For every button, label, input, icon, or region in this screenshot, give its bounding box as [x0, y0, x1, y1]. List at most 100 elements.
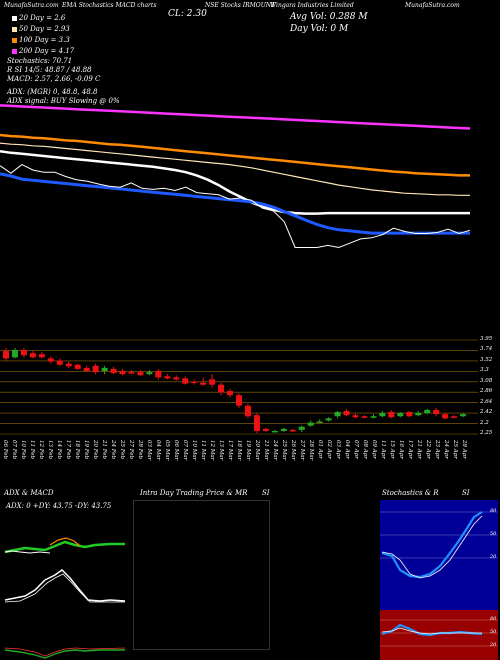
date-label: 24 Apr [443, 440, 449, 459]
ema-line-blue [0, 172, 470, 235]
candle-body [74, 364, 81, 369]
candle-body [262, 428, 269, 431]
header-mid2: NSE Stocks IRMOUNT [205, 2, 276, 9]
price-level-label: 3.3 [480, 367, 489, 374]
date-label: 24 Feb [110, 440, 116, 460]
date-label: 18 Mar [236, 440, 242, 461]
adx-readout: ADX: 0 +DY: 43.75 -DY: 43.75 [6, 502, 112, 510]
price-level-label: 3.08 [480, 377, 493, 384]
date-label: 09 Apr [371, 440, 377, 459]
date-label: 25 Feb [119, 440, 125, 460]
date-label: 26 Mar [290, 440, 296, 461]
candle-body [83, 367, 90, 372]
date-label: 03 Apr [335, 440, 341, 459]
legend-rsi: R SI 14/5: 48.87 / 48.88 [7, 66, 92, 74]
date-label: 10 Mar [191, 440, 197, 461]
legend-stochastics: Stochastics: 70.71 [7, 57, 73, 65]
candle-body [298, 426, 305, 430]
candle-body [325, 418, 332, 421]
intraday-panel-title-2: SI [262, 489, 270, 497]
header-left: MunafaSutra.com [4, 2, 59, 9]
header-right: Wingara Industries Limited [270, 2, 354, 9]
candle-body [433, 409, 440, 415]
date-label: 22 Apr [425, 440, 431, 459]
stoch-panel-title: Stochastics & R [382, 489, 439, 497]
legend-adx: ADX: (MGR) 0, 48.8, 48.8 [7, 88, 98, 96]
price-chart [0, 104, 478, 435]
candle-body [343, 410, 350, 416]
day-volume: Day Vol: 0 M [290, 24, 349, 34]
date-label: 11 Mar [200, 440, 206, 461]
date-label: 27 Mar [299, 440, 305, 461]
candle-body [65, 363, 72, 367]
price-level-label: 2.64 [480, 398, 493, 405]
candle-body [173, 377, 180, 380]
date-label: 17 Feb [65, 440, 71, 460]
date-label: 01 Apr [317, 440, 323, 459]
legend-ema100: 100 Day = 3.3 [12, 36, 70, 44]
date-label: 07 Mar [182, 440, 188, 461]
date-label: 17 Mar [227, 440, 233, 461]
candle-body [442, 414, 449, 419]
candle-body [370, 416, 377, 418]
candle-body [227, 390, 234, 396]
candle-body [56, 360, 63, 365]
legend-ema200: 200 Day = 4.17 [12, 47, 74, 55]
candle-body [209, 379, 216, 385]
date-label: 17 Apr [407, 440, 413, 459]
price-level-label: 2.42 [480, 409, 493, 416]
candle-body [137, 372, 144, 376]
date-label: 21 Mar [263, 440, 269, 461]
date-label: 27 Feb [128, 440, 134, 460]
legend-adx-signal: ADX signal: BUY Slowing @ 0% [7, 97, 120, 105]
price-level-label: 2.2 [480, 419, 489, 426]
stoch-panel-title-2: SI [462, 489, 470, 497]
candle-body [20, 349, 27, 356]
candle-body [424, 409, 431, 414]
candle-body [182, 378, 189, 384]
date-label: 15 Apr [389, 440, 395, 459]
date-label: 28 Feb [137, 440, 143, 460]
candle-body [280, 428, 287, 431]
date-label: 14 Feb [56, 440, 62, 460]
date-label: 04 Apr [344, 440, 350, 459]
date-label: 21 Apr [416, 440, 422, 459]
price-level-label: 2.25 [480, 430, 493, 436]
date-label: 21 Feb [101, 440, 107, 460]
candle-body [289, 429, 296, 432]
date-label: 08 Apr [362, 440, 368, 459]
price-level-label: 2.86 [480, 388, 493, 395]
macd-red-line [4, 647, 126, 657]
candle-body [29, 353, 36, 358]
candle-body [244, 405, 251, 417]
date-label: 11 Feb [29, 440, 35, 460]
date-label: 19 Feb [83, 440, 89, 460]
close-line [0, 164, 471, 249]
candle-body [271, 430, 278, 433]
candle-body [155, 371, 162, 378]
header-mid: EMA Stochastics MACD charts [62, 2, 157, 9]
stoch-level-label: 80 [490, 616, 497, 622]
candle-body [460, 414, 467, 417]
macd-histogram-line [4, 649, 125, 659]
candle-body [379, 413, 386, 417]
adx-panel-title: ADX & MACD [4, 489, 54, 497]
ema-line-20-day [0, 149, 470, 215]
stoch-level-label: 20 [490, 554, 497, 560]
date-label: 18 Feb [74, 440, 80, 460]
adx-white-line [4, 550, 51, 554]
candle-body [146, 372, 153, 375]
date-label: 12 Feb [38, 440, 44, 460]
date-label: 20 Feb [92, 440, 98, 460]
macd-signal-line [4, 573, 125, 603]
candle-body [361, 416, 368, 418]
legend-ema20: 20 Day = 2.6 [12, 14, 65, 22]
date-label: 20 Mar [254, 440, 260, 461]
candle-body [307, 422, 314, 426]
candle-body [253, 415, 260, 431]
date-label: 23 Apr [434, 440, 440, 459]
candle-body [406, 412, 413, 417]
candle-body [200, 382, 207, 385]
candle-body [47, 358, 54, 362]
candle-body [334, 412, 341, 417]
